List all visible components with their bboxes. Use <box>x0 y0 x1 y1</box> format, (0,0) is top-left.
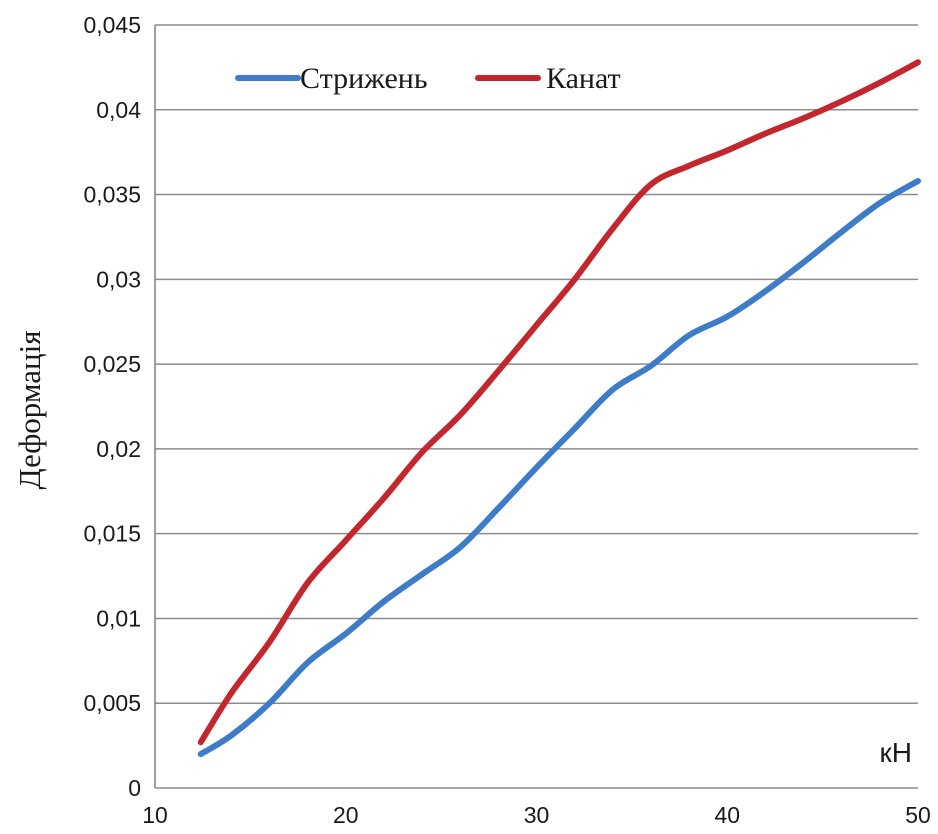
y-tick-label: 0,02 <box>96 436 141 462</box>
y-tick-labels: 0 0,005 0,01 0,015 0,02 0,025 0,03 0,035 0,04 0,0… <box>83 12 141 801</box>
series-line-kanat <box>197 59 921 746</box>
y-tick-label: 0,03 <box>96 266 141 292</box>
y-tick-label: 0,045 <box>83 12 141 38</box>
y-tick-label: 0,04 <box>96 97 141 123</box>
x-tick-labels: 10 20 30 40 50 <box>142 802 931 828</box>
y-tick-label: 0,005 <box>83 690 141 716</box>
x-tick-label: 20 <box>333 802 359 828</box>
series-line-stryzhen <box>197 177 921 758</box>
x-tick-label: 40 <box>714 802 740 828</box>
legend-label-stryzhen: Стрижень <box>300 62 428 95</box>
legend: Стрижень Канат <box>235 62 621 95</box>
y-tick-label: 0 <box>128 775 141 801</box>
y-tick-label: 0,01 <box>96 605 141 631</box>
legend-label-kanat: Канат <box>546 62 621 95</box>
x-tick-label: 10 <box>142 802 168 828</box>
y-tick-label: 0,025 <box>83 351 141 377</box>
x-tick-label: 30 <box>524 802 550 828</box>
series-lines <box>197 59 921 758</box>
x-tick-label: 50 <box>905 802 931 828</box>
grid <box>155 24 918 789</box>
x-axis-unit-label: кН <box>880 737 912 768</box>
y-axis-label: Деформація <box>12 331 47 490</box>
y-tick-label: 0,015 <box>83 521 141 547</box>
y-tick-label: 0,035 <box>83 182 141 208</box>
